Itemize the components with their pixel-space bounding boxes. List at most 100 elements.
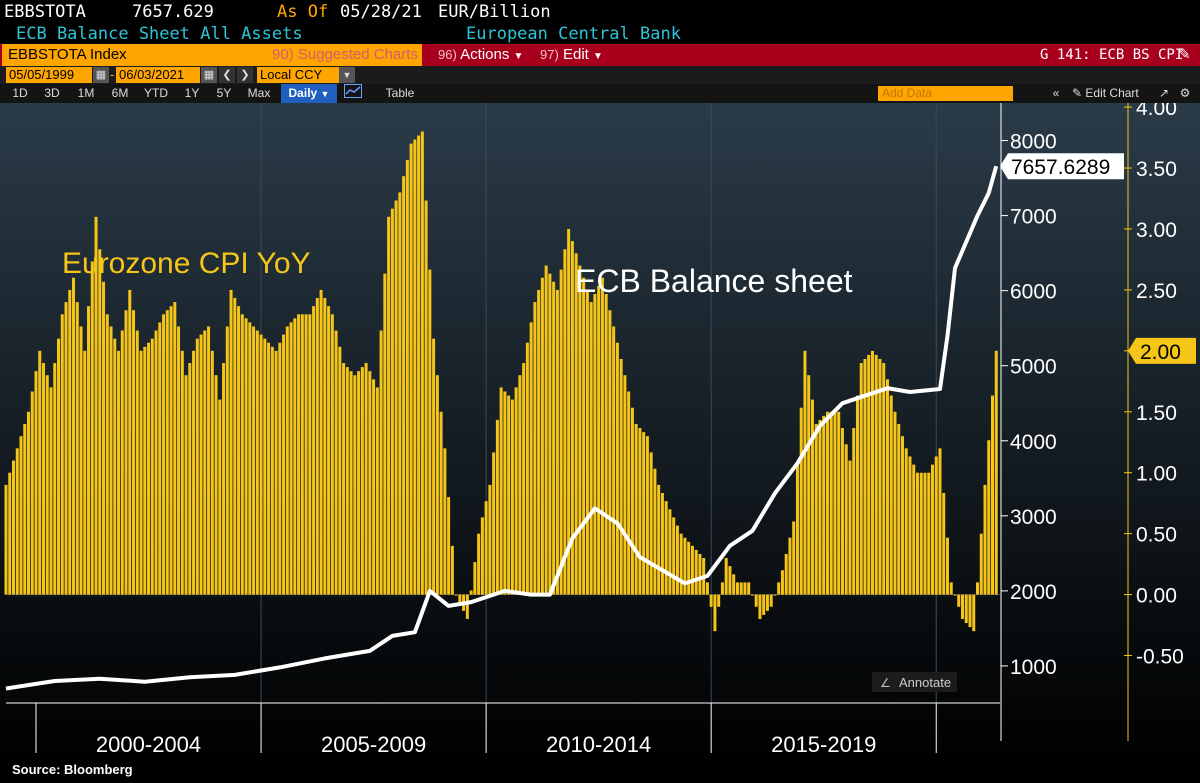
cpi-last-value-label: 2.00 bbox=[1140, 341, 1181, 364]
cpi-bar bbox=[717, 594, 721, 607]
cpi-bar bbox=[653, 468, 657, 595]
cpi-bar bbox=[593, 293, 597, 595]
cpi-bar bbox=[503, 391, 507, 595]
edit-chart-button[interactable]: ✎ Edit Chart bbox=[1072, 84, 1139, 103]
range-button-max[interactable]: Max bbox=[247, 86, 271, 100]
cpi-bar bbox=[443, 448, 447, 595]
cpi-bar bbox=[128, 289, 132, 595]
date-separator: - bbox=[110, 67, 115, 82]
cpi-bar bbox=[222, 363, 226, 595]
cpi-bar bbox=[668, 509, 672, 595]
balance-sheet-last-value-label: 7657.6289 bbox=[1011, 156, 1110, 179]
cpi-bar bbox=[780, 570, 784, 595]
range-button-1y[interactable]: 1Y bbox=[184, 86, 200, 100]
left-axis-tick-label: 7000 bbox=[1010, 206, 1057, 229]
cpi-bar bbox=[570, 241, 574, 595]
cpi-bar bbox=[180, 350, 184, 595]
cpi-bar bbox=[210, 350, 214, 595]
cpi-bar bbox=[765, 594, 769, 611]
range-button-5y[interactable]: 5Y bbox=[216, 86, 232, 100]
right-axis-tick-label: 3.00 bbox=[1136, 219, 1177, 242]
cpi-bar bbox=[585, 289, 589, 595]
left-axis-tick-label: 4000 bbox=[1010, 431, 1057, 454]
range-button-3d[interactable]: 3D bbox=[44, 86, 60, 100]
right-axis-tick-label: 3.50 bbox=[1136, 158, 1177, 181]
cpi-bar bbox=[225, 326, 229, 595]
expand-icon[interactable]: ↗ bbox=[1158, 86, 1170, 100]
cpi-bar bbox=[709, 594, 713, 607]
cpi-bar bbox=[255, 330, 259, 595]
cpi-bar bbox=[795, 464, 799, 595]
cpi-bar bbox=[675, 525, 679, 595]
cpi-bar bbox=[154, 330, 158, 595]
cpi-bar bbox=[825, 411, 829, 595]
range-button-6m[interactable]: 6M bbox=[111, 86, 129, 100]
currency-select[interactable]: Local CCY bbox=[257, 67, 339, 83]
cpi-bar bbox=[953, 594, 957, 596]
cpi-bar bbox=[94, 216, 98, 595]
left-axis-tick-label: 6000 bbox=[1010, 281, 1057, 304]
cpi-bar bbox=[698, 553, 702, 595]
cpi-bar bbox=[282, 334, 286, 595]
cpi-bar bbox=[728, 566, 732, 595]
cpi-bar bbox=[68, 289, 72, 595]
cpi-bar bbox=[747, 582, 751, 595]
as-of-date: 05/28/21 bbox=[340, 2, 422, 22]
cpi-bar bbox=[867, 354, 871, 595]
table-button[interactable]: Table bbox=[385, 86, 415, 100]
balance-sheet-series bbox=[5, 165, 999, 691]
range-button-1d[interactable]: 1D bbox=[12, 86, 28, 100]
settings-icon[interactable]: ⚙ bbox=[1179, 86, 1191, 100]
range-button-ytd[interactable]: YTD bbox=[144, 86, 168, 100]
as-of-label: As Of bbox=[277, 2, 329, 22]
cpi-bar bbox=[368, 371, 372, 595]
add-data-input[interactable]: Add Data bbox=[878, 86, 1013, 101]
range-button-1m[interactable]: 1M bbox=[77, 86, 95, 100]
end-date-field[interactable]: 06/03/2021 bbox=[116, 67, 200, 83]
cpi-bar bbox=[252, 326, 256, 595]
suggested-charts-button[interactable]: 90) Suggested Charts bbox=[272, 44, 418, 66]
annotate-button[interactable]: ∠ Annotate bbox=[872, 672, 957, 692]
frequency-select[interactable]: Daily ▼ bbox=[281, 84, 337, 103]
cpi-bar bbox=[600, 277, 604, 595]
chart-type-button[interactable] bbox=[341, 84, 365, 103]
cpi-bar bbox=[285, 326, 289, 595]
actions-menu[interactable]: 96) Actions ▼ bbox=[438, 44, 523, 66]
cpi-bar bbox=[169, 306, 173, 595]
cpi-bar bbox=[454, 594, 458, 596]
cpi-bar bbox=[38, 350, 42, 595]
cpi-bar bbox=[724, 558, 728, 595]
double-chevron-left-icon[interactable]: « bbox=[1052, 86, 1060, 100]
caret-down-icon[interactable]: ▼ bbox=[339, 67, 355, 83]
cpi-bar bbox=[773, 594, 777, 596]
chevron-left-icon[interactable]: ❮ bbox=[219, 67, 235, 83]
cpi-bar bbox=[4, 484, 8, 595]
cpi-bar bbox=[938, 448, 942, 595]
cpi-bar bbox=[113, 338, 117, 595]
calendar-icon[interactable]: ▦ bbox=[201, 67, 217, 83]
start-date-field[interactable]: 05/05/1999 bbox=[6, 67, 92, 83]
cpi-bar bbox=[229, 289, 233, 595]
cpi-bar bbox=[855, 395, 859, 595]
chevron-right-icon[interactable]: ❯ bbox=[237, 67, 253, 83]
calendar-icon[interactable]: ▦ bbox=[93, 67, 109, 83]
wrench-icon[interactable]: ✎ bbox=[1178, 46, 1191, 63]
cpi-bar bbox=[818, 419, 822, 595]
edit-menu[interactable]: 97) Edit ▼ bbox=[540, 44, 603, 66]
cpi-bar bbox=[357, 371, 361, 595]
cpi-bar bbox=[383, 273, 387, 595]
chart-id: G 141: ECB BS CPI bbox=[1040, 47, 1184, 63]
ticker-field[interactable]: EBBSTOTA Index bbox=[2, 44, 422, 66]
cpi-bar bbox=[589, 302, 593, 595]
cpi-bar bbox=[312, 306, 316, 595]
cpi-bar bbox=[323, 298, 327, 595]
right-axis-tick-label: 1.00 bbox=[1136, 463, 1177, 486]
cpi-bar bbox=[893, 411, 897, 595]
x-axis-tick-label: 2000-2004 bbox=[96, 732, 201, 757]
x-axis-tick-label: 2015-2019 bbox=[771, 732, 876, 757]
suggested-charts-label: Suggested Charts bbox=[297, 46, 418, 63]
caret-down-icon: ▼ bbox=[513, 51, 524, 62]
cpi-bar bbox=[184, 375, 188, 595]
security-header: EBBSTOTA 7657.629 As Of 05/28/21 EUR/Bil… bbox=[0, 0, 1200, 24]
cpi-bar bbox=[308, 314, 312, 595]
